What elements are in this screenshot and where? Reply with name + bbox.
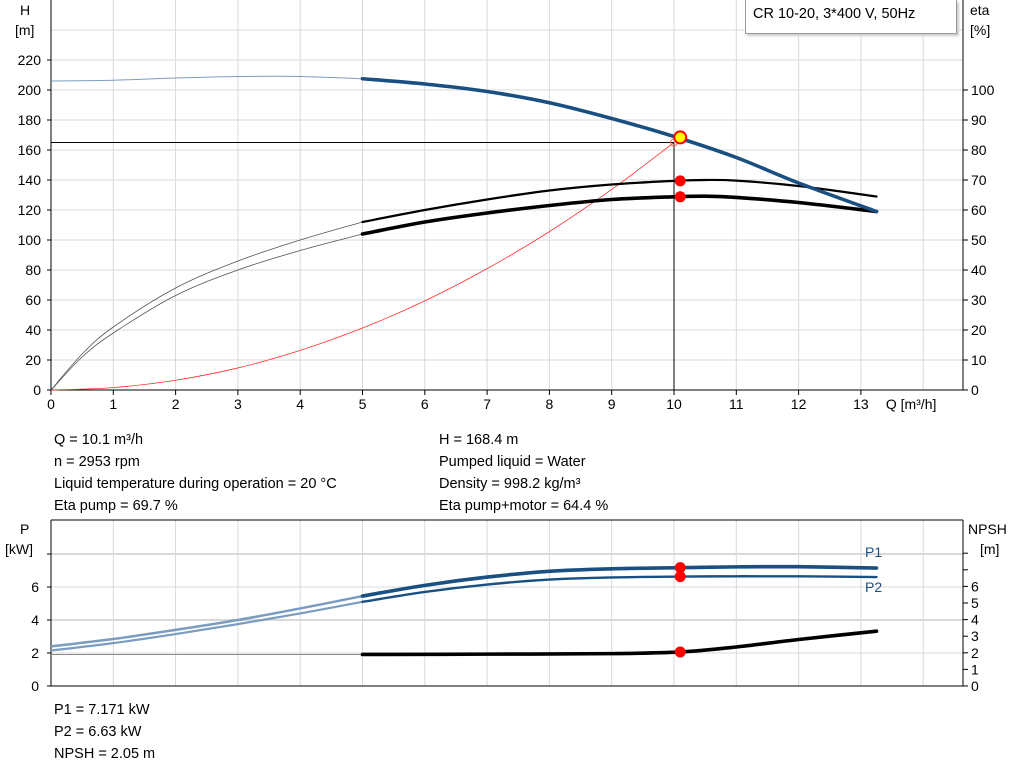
p1-marker [674,562,686,574]
x-tick-label: 4 [296,396,304,412]
y-tick-label-right: 40 [971,262,987,278]
p1-curve [360,564,879,598]
head-curve-extrapolated [50,75,363,82]
y-tick-label-right: 30 [971,292,987,308]
y-axis-unit-left: [m] [15,22,34,38]
info-p1: P1 = 7.171 kW [54,702,150,718]
y-axis-label-left: H [20,2,30,18]
y-tick-label-right: 90 [971,112,987,128]
info-speed: n = 2953 rpm [54,454,140,470]
operating-point-marker [673,130,688,145]
y-tick-label-left: 4 [31,612,39,628]
y-axis-unit-left: [kW] [5,541,33,557]
info-liquid: Pumped liquid = Water [439,454,586,470]
x-tick-label: 3 [234,396,242,412]
eta-pump-curve [361,178,878,224]
y-axis-unit-right: [%] [970,22,990,38]
y-tick-label-right: 20 [971,322,987,338]
p2-marker [674,571,686,583]
info-p2: P2 = 6.63 kW [54,724,142,740]
p1-label: P1 [865,544,882,560]
y-tick-label-right: 10 [971,352,987,368]
info-liquid-temp: Liquid temperature during operation = 20… [54,476,337,492]
x-tick-label: 0 [47,396,55,412]
info-top-right: H = 168.4 m Pumped liquid = Water Densit… [439,429,608,517]
info-npsh: NPSH = 2.05 m [54,746,156,762]
x-tick-label: 10 [666,396,682,412]
p2-curve-extrapolated [50,600,363,652]
eta-pump-motor-curve [360,194,879,236]
info-eta-pump: Eta pump = 69.7 % [54,498,178,514]
x-tick-label: 2 [172,396,180,412]
x-tick-label: 8 [546,396,554,412]
info-bottom: P1 = 7.171 kW P2 = 6.63 kW NPSH = 2.05 m [54,699,155,765]
y-tick-label-right: 0 [971,382,979,398]
x-tick-label: 11 [729,396,744,412]
npsh-marker [674,646,686,658]
x-tick-label: 13 [853,396,869,412]
y-tick-label-left: 180 [18,112,42,128]
p1-curve-extrapolated [50,594,363,648]
y-axis-unit-right: [m] [980,541,999,557]
y-tick-label-left: 2 [31,645,39,661]
eta-pump-curve-extrapolated [50,221,363,391]
pump-title: CR 10-20, 3*400 V, 50Hz [753,6,916,22]
y-tick-label-left: 160 [18,142,42,158]
y-tick-label-left: 20 [25,352,41,368]
y-tick-label-left: 0 [33,382,41,398]
x-tick-label: 9 [608,396,616,412]
y-tick-label-left: 80 [25,262,41,278]
p2-curve [361,575,878,604]
x-tick-label: 12 [791,396,807,412]
eta-pump-marker [674,175,686,187]
info-density: Density = 998.2 kg/m³ [439,476,581,492]
y-tick-label-right: 3 [971,628,979,644]
eta-pump-motor-marker [674,191,686,203]
x-tick-label: 5 [359,396,367,412]
npsh-curve [360,629,879,657]
info-flow: Q = 10.1 m³/h [54,432,144,448]
pump-title-box: CR 10-20, 3*400 V, 50Hz [745,0,957,34]
head-curve [360,76,879,214]
y-tick-label-right: 2 [971,645,979,661]
y-axis-label-right: NPSH [968,521,1007,537]
y-tick-label-right: 80 [971,142,987,158]
y-axis-label-left: P [20,521,29,537]
y-tick-label-left: 40 [25,322,41,338]
info-head: H = 168.4 m [439,432,519,448]
y-tick-label-right: 6 [971,578,979,594]
y-tick-label-right: 0 [971,678,979,694]
y-tick-label-right: 60 [971,202,987,218]
y-tick-label-right: 4 [971,612,979,628]
y-tick-label-left: 100 [18,232,42,248]
info-top-left: Q = 10.1 m³/h n = 2953 rpm Liquid temper… [54,429,337,517]
y-tick-label-left: 120 [18,202,42,218]
y-tick-label-right: 100 [971,82,995,98]
x-tick-label: 6 [421,396,429,412]
system-curve [50,142,675,391]
y-tick-label-right: 1 [971,661,979,677]
y-tick-label-left: 140 [18,172,42,188]
x-axis-label: Q [m³/h] [886,396,937,412]
y-tick-label-right: 5 [971,595,979,611]
y-tick-label-right: 50 [971,232,987,248]
y-tick-label-left: 60 [25,292,41,308]
p2-label: P2 [865,579,882,595]
x-tick-label: 7 [483,396,491,412]
info-eta-pump-motor: Eta pump+motor = 64.4 % [439,498,609,514]
y-axis-label-right: eta [970,2,990,18]
y-tick-label-right: 70 [971,172,987,188]
y-tick-label-left: 220 [18,52,42,68]
eta-pump-motor-curve-extrapolated [50,233,363,391]
y-tick-label-left: 0 [31,678,39,694]
y-tick-label-left: 6 [31,579,39,595]
y-tick-label-left: 200 [18,82,42,98]
x-tick-label: 1 [109,396,117,412]
